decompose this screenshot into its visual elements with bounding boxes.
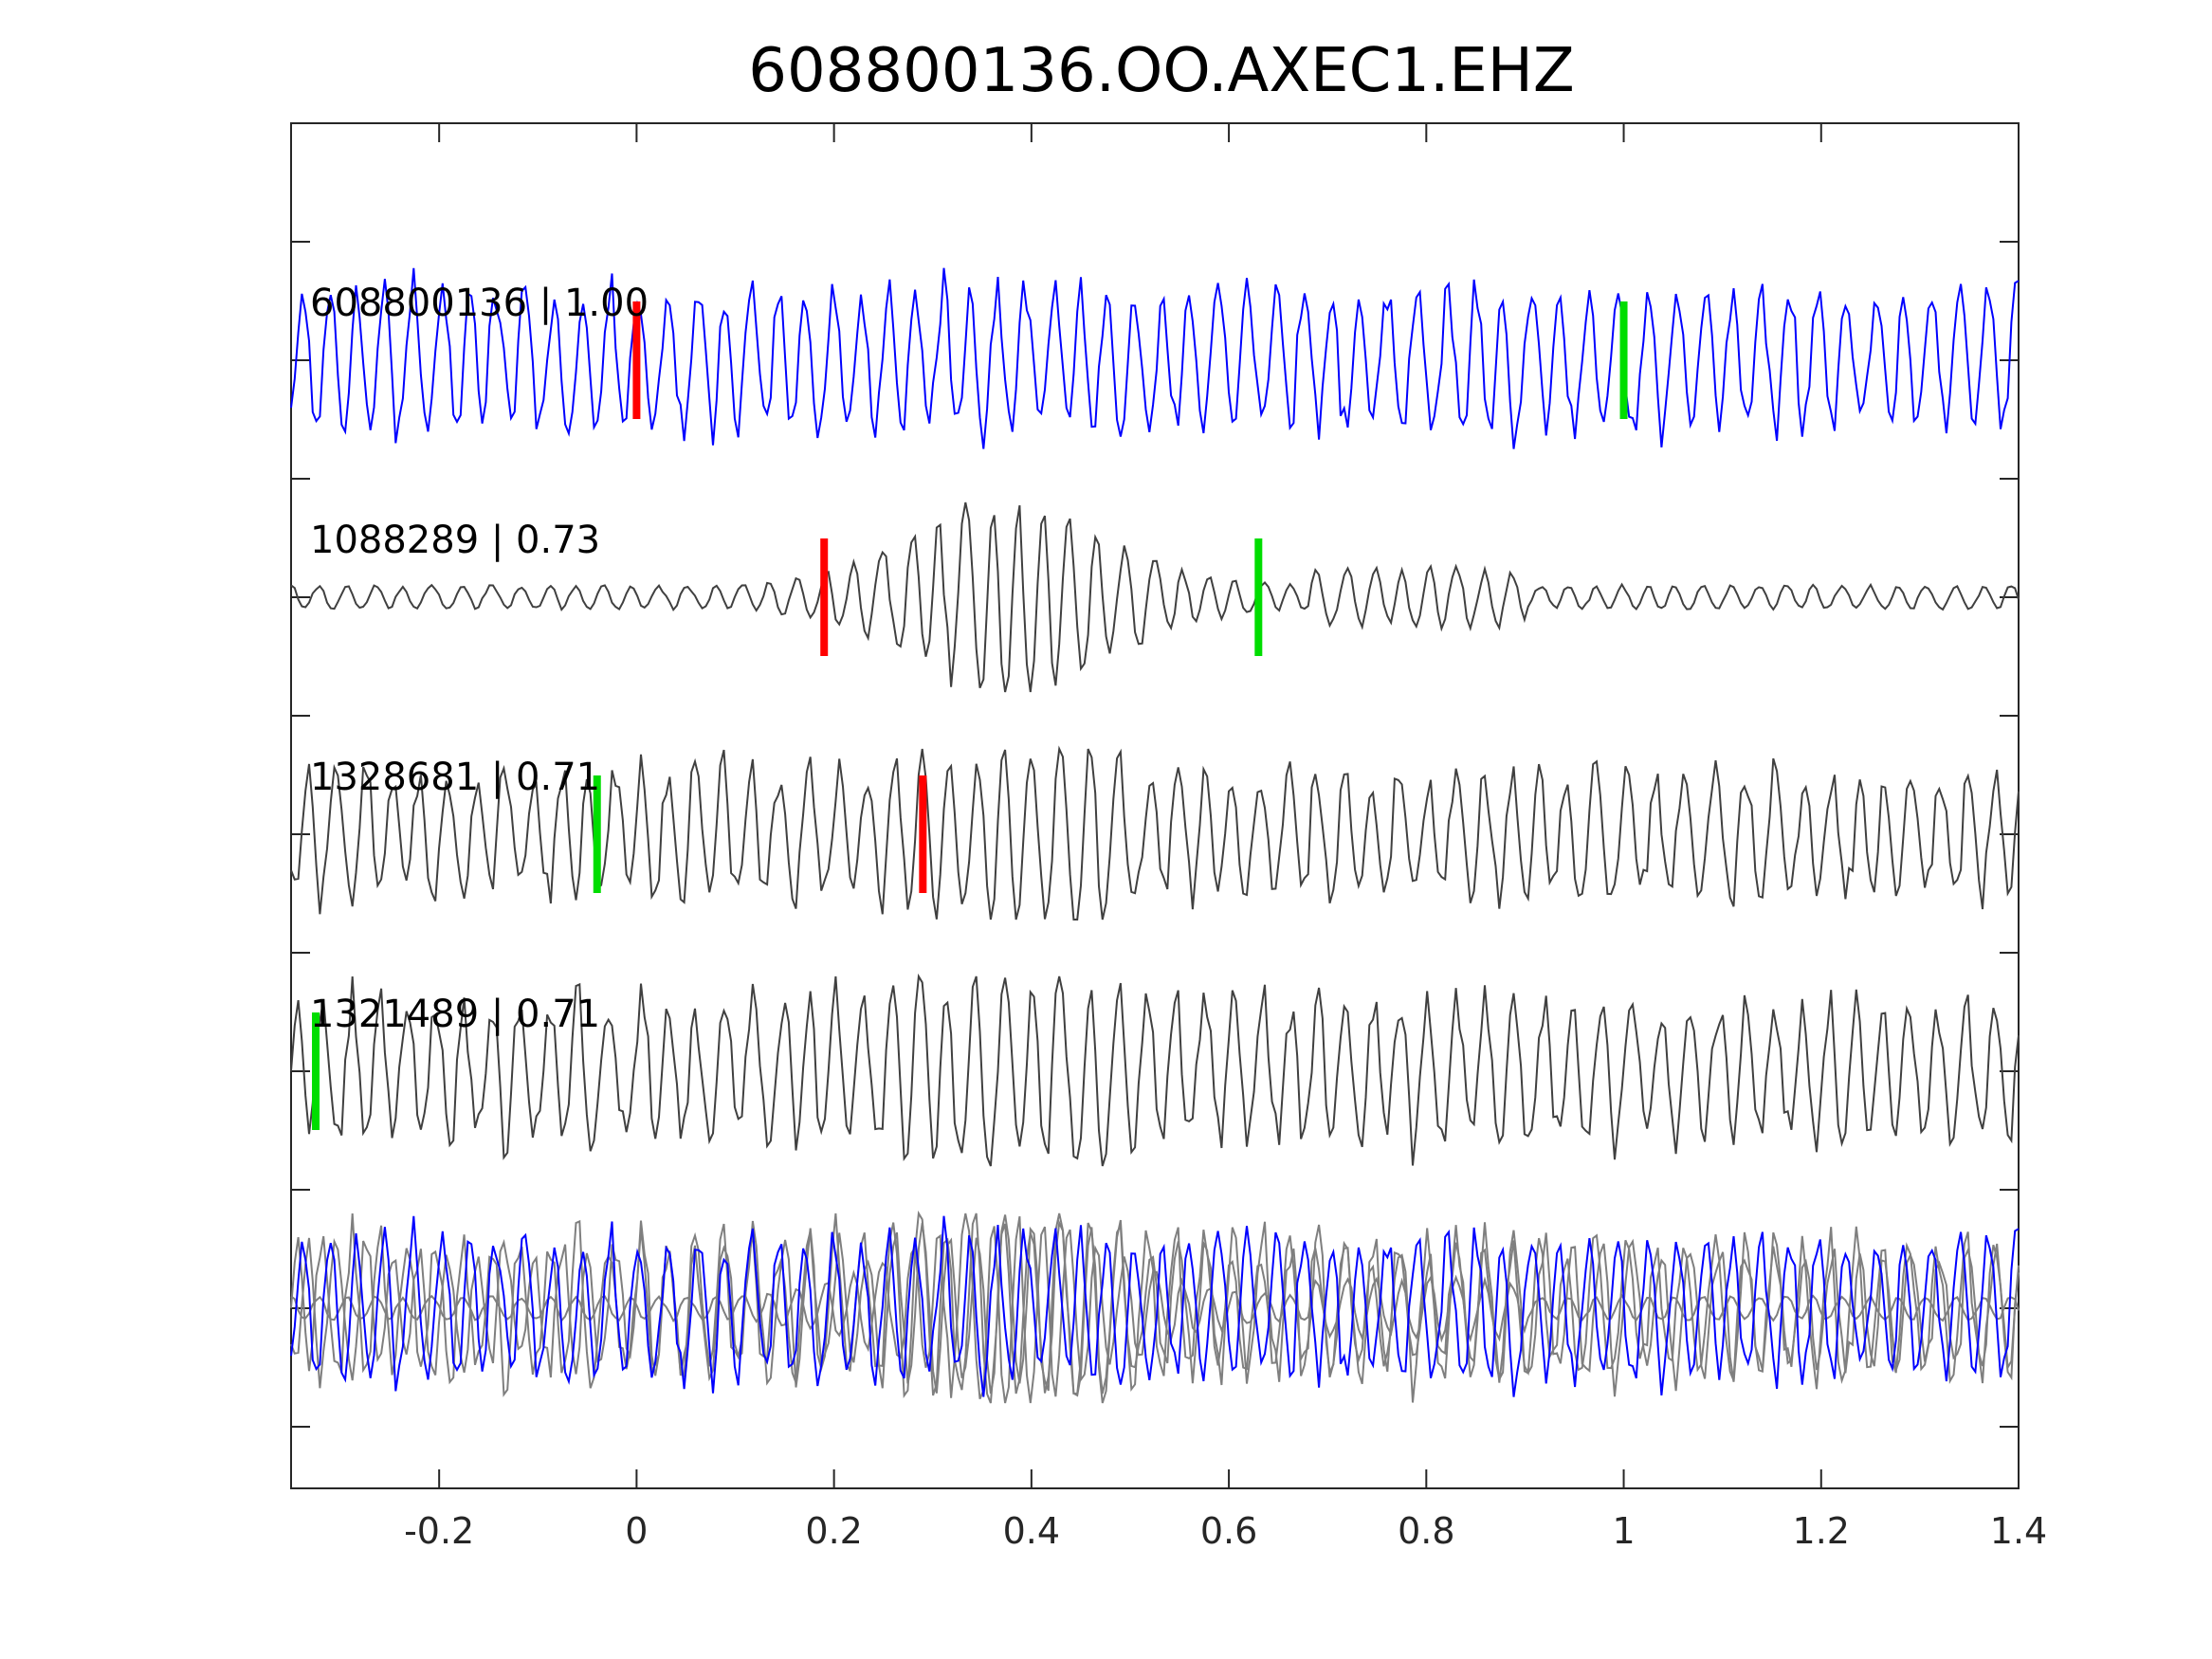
trace-line bbox=[290, 501, 2020, 693]
trace-line bbox=[290, 745, 2020, 921]
x-tick-label: 0.6 bbox=[1200, 1510, 1257, 1552]
phase-picks bbox=[312, 301, 1628, 1130]
trace-line bbox=[290, 973, 2020, 1167]
overlay-trace-blue bbox=[290, 1215, 2020, 1397]
chart-title: 608800136.OO.AXEC1.EHZ bbox=[748, 36, 1575, 106]
trace-label: 608800136 | 1.00 bbox=[310, 282, 649, 325]
x-tick-label: 1 bbox=[1612, 1510, 1635, 1552]
trace-labels: 608800136 | 1.00 1088289 | 0.73 1328681 | … bbox=[310, 282, 649, 1036]
overlay-trace-gray bbox=[290, 1210, 2020, 1404]
trace-label: 1328681 | 0.71 bbox=[310, 756, 600, 799]
x-tick-label: -0.2 bbox=[404, 1510, 474, 1552]
trace-line bbox=[290, 267, 2020, 449]
trace-label: 1321489 | 0.71 bbox=[310, 993, 600, 1036]
axes-frame bbox=[290, 122, 2020, 1489]
x-axis-tick-labels: -0.2 0 0.2 0.4 0.6 0.8 1 1.2 1.4 bbox=[404, 1510, 2047, 1552]
plot-area: -0.2 0 0.2 0.4 0.6 0.8 1 1.2 1.4 608800136 | 1.0… bbox=[290, 122, 2047, 1552]
x-axis-ticks bbox=[438, 123, 2020, 1488]
x-tick-label: 0.8 bbox=[1398, 1510, 1454, 1552]
x-tick-label: 0.2 bbox=[805, 1510, 862, 1552]
x-tick-label: 0.4 bbox=[1003, 1510, 1060, 1552]
x-tick-label: 1.2 bbox=[1793, 1510, 1850, 1552]
overlay-trace-gray bbox=[290, 1212, 2020, 1404]
overlay-traces bbox=[290, 1210, 2020, 1404]
trace-label: 1088289 | 0.73 bbox=[310, 519, 600, 562]
x-tick-label: 1.4 bbox=[1990, 1510, 2047, 1552]
trace-lines bbox=[290, 267, 2020, 1167]
x-tick-label: 0 bbox=[625, 1510, 648, 1552]
